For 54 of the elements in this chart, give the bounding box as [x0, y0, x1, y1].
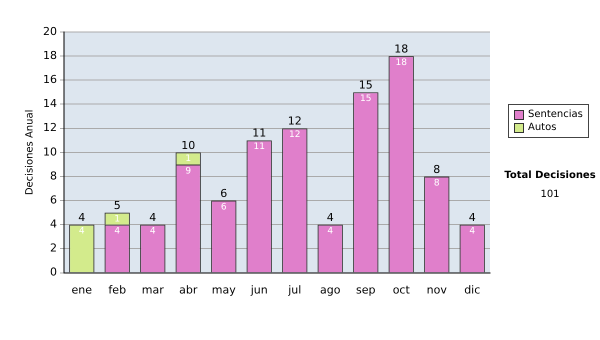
y-tick-label: 18 — [42, 48, 57, 62]
x-tick-label: ene — [71, 283, 92, 296]
x-tick-label: ago — [320, 283, 341, 296]
total-label: 12 — [288, 114, 302, 128]
legend-label: Sentencias — [528, 108, 583, 121]
total-label: 6 — [220, 186, 228, 200]
data-label: 15 — [360, 94, 372, 104]
y-tick-label: 0 — [50, 266, 57, 279]
x-tick-label: sep — [356, 283, 376, 296]
data-label: 8 — [434, 178, 440, 188]
total-label: 4 — [468, 211, 476, 224]
y-tick-label: 2 — [50, 242, 57, 255]
total-label: 4 — [326, 211, 334, 224]
data-label: 4 — [469, 226, 476, 236]
x-tick-label: feb — [108, 283, 126, 296]
data-label: 4 — [150, 226, 156, 236]
data-label: 18 — [396, 58, 408, 68]
total-label: 11 — [252, 126, 266, 140]
y-tick-label: 12 — [42, 121, 57, 134]
total-label: 4 — [149, 211, 156, 224]
total-label: 8 — [433, 162, 440, 176]
total-label: 10 — [181, 138, 196, 152]
data-label: 12 — [289, 130, 300, 140]
y-tick-label: 8 — [50, 169, 57, 182]
total-label: 4 — [78, 211, 86, 224]
x-tick-label: jul — [287, 283, 302, 296]
data-label: 4 — [327, 226, 334, 236]
x-tick-label: oct — [392, 283, 410, 296]
total-label: 5 — [114, 198, 121, 212]
y-tick-label: 16 — [42, 73, 57, 86]
x-tick-label: abr — [179, 283, 198, 296]
text: 101 — [539, 189, 561, 200]
text: Total Decisiones — [503, 170, 597, 181]
y-tick-label: 20 — [42, 24, 57, 38]
total-label: 18 — [394, 42, 408, 56]
x-tick-label: may — [212, 283, 236, 296]
total-label: 15 — [358, 78, 373, 92]
x-tick-label: jun — [250, 283, 268, 296]
legend-label: Autos — [528, 121, 556, 134]
data-label: 1 — [114, 214, 120, 224]
data-label: 9 — [185, 166, 192, 176]
data-label: 4 — [114, 226, 120, 236]
data-label: 1 — [185, 154, 192, 164]
y-tick-label: 14 — [42, 97, 57, 110]
data-label: 4 — [78, 226, 85, 236]
data-label: 6 — [220, 202, 227, 212]
y-tick-label: 6 — [50, 193, 57, 206]
y-axis-title: Decisiones Anual — [24, 110, 36, 196]
y-tick-label: 4 — [50, 218, 57, 230]
data-label: 11 — [254, 142, 265, 152]
x-tick-label: mar — [142, 283, 164, 296]
y-tick-label: 10 — [42, 145, 57, 158]
x-tick-label: dic — [464, 283, 480, 296]
x-tick-label: nov — [426, 283, 448, 296]
